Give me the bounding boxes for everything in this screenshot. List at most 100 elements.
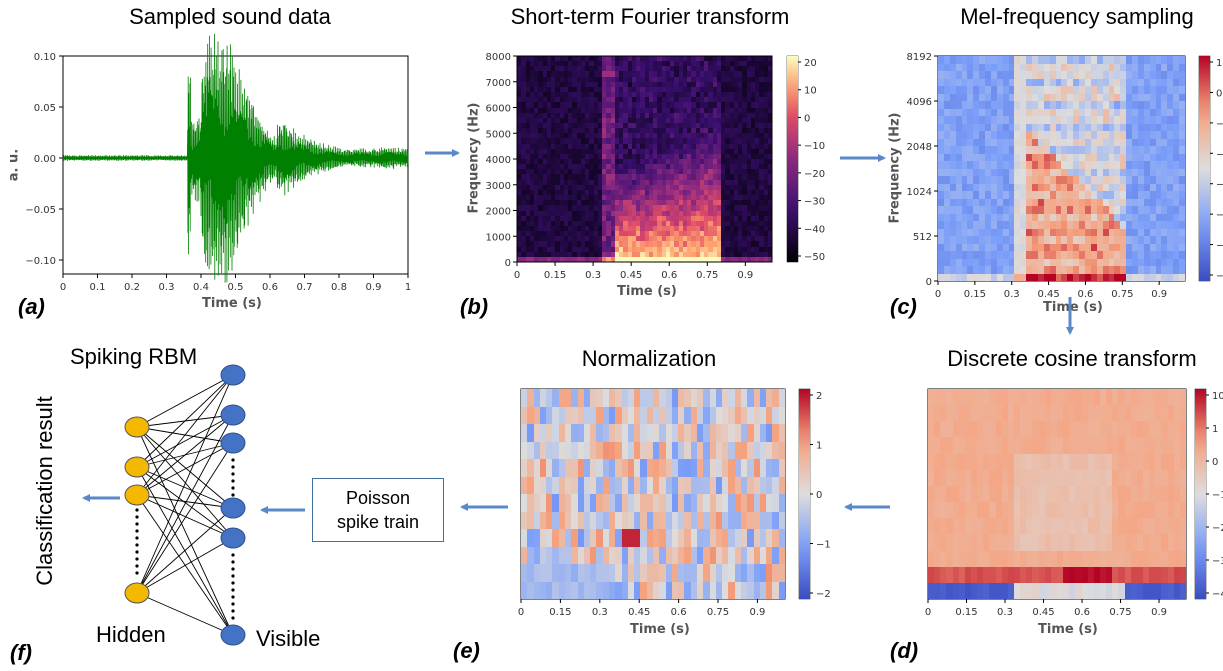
dct-cell [1013, 550, 1021, 567]
mel-cell [1149, 221, 1156, 229]
dct-cell [1173, 421, 1180, 438]
normalized-cell [766, 494, 773, 512]
mel-cell [985, 266, 991, 274]
mel-cell [990, 116, 997, 124]
dct-cell [1026, 518, 1033, 535]
dct-cell [1063, 550, 1070, 567]
d-xtick-label: 0.9 [1151, 607, 1167, 618]
mel-cell [1037, 213, 1044, 221]
normalized-cell [652, 581, 660, 599]
mel-cell [1037, 266, 1044, 274]
mel-cell [1061, 86, 1068, 94]
mel-cell [1167, 191, 1174, 199]
normalized-cell [577, 459, 584, 477]
mel-cell [1026, 213, 1033, 221]
mel-cell [1161, 108, 1168, 116]
dct-cell [964, 518, 971, 535]
mel-cell [967, 123, 974, 131]
mel-cell [1108, 183, 1115, 191]
d-cbar-tick-label: 0 [1212, 457, 1218, 468]
mel-cell [1037, 168, 1044, 176]
mel-cell [949, 206, 956, 214]
normalized-cell [527, 529, 534, 547]
mel-cell [1161, 86, 1168, 94]
normalized-cell [740, 424, 748, 442]
normalized-cell [703, 424, 710, 442]
dct-cell [928, 502, 935, 519]
normalized-cell [703, 581, 710, 599]
mel-cell [1085, 161, 1091, 169]
normalized-cell [747, 476, 754, 494]
dct-cell [1167, 582, 1174, 599]
dct-cell [1001, 534, 1008, 551]
mel-cell [1155, 93, 1162, 101]
normalized-cell [583, 424, 591, 442]
dct-cell [1044, 453, 1051, 470]
mel-cell [1120, 153, 1127, 161]
normalized-cell [615, 406, 622, 424]
mel-cell [1090, 161, 1097, 169]
normalized-cell [608, 441, 616, 459]
dct-cell [1063, 566, 1070, 583]
mel-cell [1179, 273, 1185, 281]
mel-cell [1032, 123, 1038, 131]
mel-cell [1132, 78, 1138, 86]
mel-cell [1037, 161, 1044, 169]
dct-cell [946, 550, 953, 567]
mel-cell [938, 63, 944, 71]
dct-cell [1173, 469, 1180, 486]
mel-cell [1079, 108, 1086, 116]
mel-cell [1049, 78, 1056, 86]
dct-cell [1007, 453, 1014, 470]
mel-cell [967, 108, 974, 116]
mel-cell [1167, 153, 1174, 161]
mel-cell [1161, 146, 1168, 154]
mel-cell [1120, 176, 1127, 184]
mel-cell [996, 198, 1003, 206]
mel-cell [996, 116, 1003, 124]
mel-cell [1120, 71, 1127, 79]
dct-cell [1001, 485, 1008, 503]
dct-cell [1093, 469, 1100, 486]
mel-cell [1014, 153, 1021, 161]
dct-cell [940, 421, 947, 438]
mel-cell [1014, 198, 1021, 206]
dct-cell [1099, 566, 1107, 583]
dct-cell [1013, 485, 1021, 503]
mel-cell [973, 183, 980, 191]
normalized-cell [615, 581, 622, 599]
mel-cell [1026, 243, 1033, 251]
normalized-cell [558, 459, 565, 477]
dct-cell [1118, 421, 1125, 438]
mel-cell [1167, 93, 1174, 101]
mel-cell [1073, 266, 1080, 274]
mel-cell [1014, 168, 1021, 176]
mel-cell [1061, 101, 1068, 109]
normalized-cell [652, 459, 660, 477]
mel-cell [1120, 273, 1127, 281]
mel-cell [1061, 228, 1068, 236]
normalized-cell [696, 529, 704, 547]
dct-cell [946, 566, 953, 583]
dct-cell [1013, 518, 1021, 535]
normalized-cell [558, 494, 565, 512]
mel-cell [1073, 108, 1080, 116]
mel-cell [1055, 176, 1062, 184]
mel-cell [938, 56, 944, 64]
normalized-cell [552, 494, 559, 512]
dct-cell [946, 518, 953, 535]
normalized-cell [759, 424, 767, 442]
mel-cell [1114, 176, 1121, 184]
dct-cell [1179, 469, 1186, 486]
mel-cell [1043, 123, 1050, 131]
dct-cell [946, 453, 953, 470]
dct-cell [1149, 566, 1156, 583]
mel-cell [1179, 131, 1185, 139]
dct-cell [940, 485, 947, 503]
mel-cell [1067, 146, 1074, 154]
normalized-cell [634, 564, 641, 582]
normalized-cell [690, 476, 697, 494]
mel-cell [967, 183, 974, 191]
panel-f-title: Spiking RBM [70, 344, 198, 369]
dct-cell [977, 550, 984, 567]
